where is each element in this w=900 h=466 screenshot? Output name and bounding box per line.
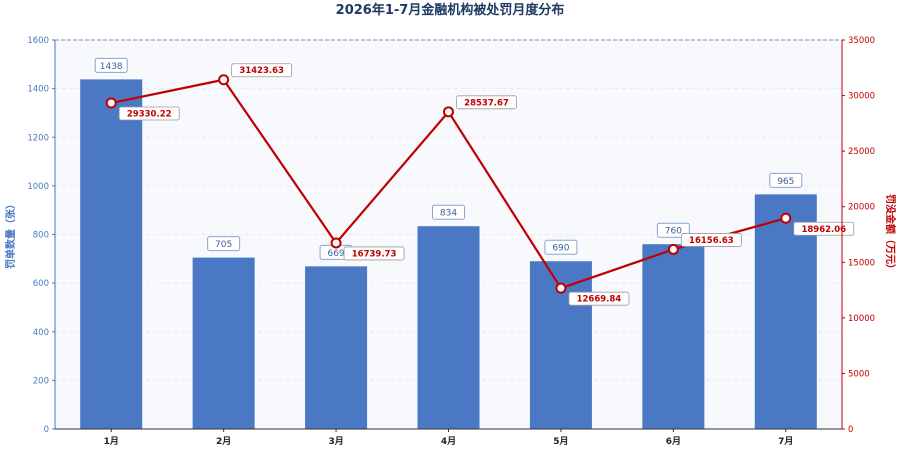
bar [642, 244, 705, 429]
x-tick-label: 5月 [553, 436, 568, 447]
left-axis-ticks: 0 200 400 600 800 1000 1200 1400 1600 [27, 36, 55, 435]
chart-title: 2026年1-7月金融机构被处罚月度分布 [336, 2, 565, 18]
right-tick-label: 25000 [848, 147, 875, 157]
left-tick-label: 1200 [27, 133, 49, 143]
bar-value-label: 760 [665, 227, 682, 237]
line-value-label: 28537.67 [464, 98, 509, 108]
right-tick-label: 20000 [848, 203, 875, 213]
x-axis-ticks: 1月 2月 3月 4月 5月 6月 7月 [104, 429, 793, 447]
bar-value-label: 834 [440, 209, 457, 219]
bar-value-label: 705 [215, 240, 232, 250]
right-tick-label: 5000 [848, 369, 870, 379]
bar [417, 226, 480, 429]
bar-series [80, 79, 817, 429]
left-tick-label: 1000 [27, 182, 49, 192]
bar-value-label: 965 [777, 177, 794, 187]
bar-value-label: 669 [327, 249, 344, 259]
bar-value-labels: 1438 705 669 834 690 760 965 [94, 57, 803, 260]
line-point [555, 282, 567, 294]
right-tick-label: 10000 [848, 314, 875, 324]
bar-label-box [94, 57, 128, 73]
x-tick-label: 4月 [441, 436, 456, 447]
line-point [443, 106, 454, 118]
line-label-box [118, 106, 180, 121]
line-value-label: 16739.73 [352, 249, 397, 259]
right-tick-label: 0 [848, 425, 853, 435]
left-axis-label: 罚单数量（张） [4, 199, 17, 269]
left-tick-label: 400 [33, 328, 49, 338]
x-tick-label: 7月 [778, 436, 793, 447]
bar [80, 79, 143, 429]
line-label-box [343, 246, 405, 261]
bar-label-box [544, 239, 578, 255]
line-point [780, 212, 792, 224]
bar-label-box [769, 172, 803, 188]
x-tick-label: 1月 [104, 436, 119, 447]
line-value-label: 31423.63 [239, 66, 284, 76]
bar-label-box [207, 236, 241, 252]
line-point [330, 237, 342, 249]
left-tick-label: 800 [33, 231, 49, 241]
line-label-box [231, 63, 293, 78]
right-tick-label: 35000 [848, 36, 875, 46]
bar-label-box [432, 204, 465, 220]
right-axis-ticks: 0 5000 10000 15000 20000 25000 30000 35000 [842, 36, 875, 435]
line-value-label: 18962.06 [801, 225, 846, 235]
left-tick-label: 200 [33, 376, 49, 386]
line-point [667, 243, 679, 255]
line-point [218, 74, 230, 86]
line-value-labels: 29330.22 31423.63 16739.73 28537.67 12669.84… [118, 63, 855, 306]
line-label-box [568, 291, 630, 306]
line-point [105, 97, 117, 109]
line-series [105, 74, 792, 294]
x-tick-label: 2月 [216, 436, 231, 447]
right-tick-label: 30000 [848, 92, 875, 102]
bar-value-label: 690 [552, 244, 569, 254]
bar-label-box [656, 222, 690, 238]
x-tick-label: 3月 [328, 436, 343, 447]
bar [192, 257, 255, 429]
left-tick-label: 0 [44, 425, 49, 435]
bar [305, 266, 368, 429]
left-tick-label: 600 [33, 279, 49, 289]
line-value-label: 16156.63 [689, 236, 734, 246]
bar-value-label: 1438 [100, 62, 123, 72]
right-tick-label: 15000 [848, 258, 875, 268]
left-tick-label: 1400 [27, 85, 49, 95]
line-label-box [456, 95, 517, 110]
line-value-label: 29330.22 [127, 110, 172, 120]
line-label-box [793, 221, 855, 236]
line-label-box [680, 233, 742, 247]
left-tick-label: 1600 [27, 36, 49, 46]
right-axis-label: 罚没金额（万元） [884, 194, 897, 274]
x-tick-label: 6月 [666, 436, 681, 447]
line-value-label: 12669.84 [577, 295, 622, 305]
